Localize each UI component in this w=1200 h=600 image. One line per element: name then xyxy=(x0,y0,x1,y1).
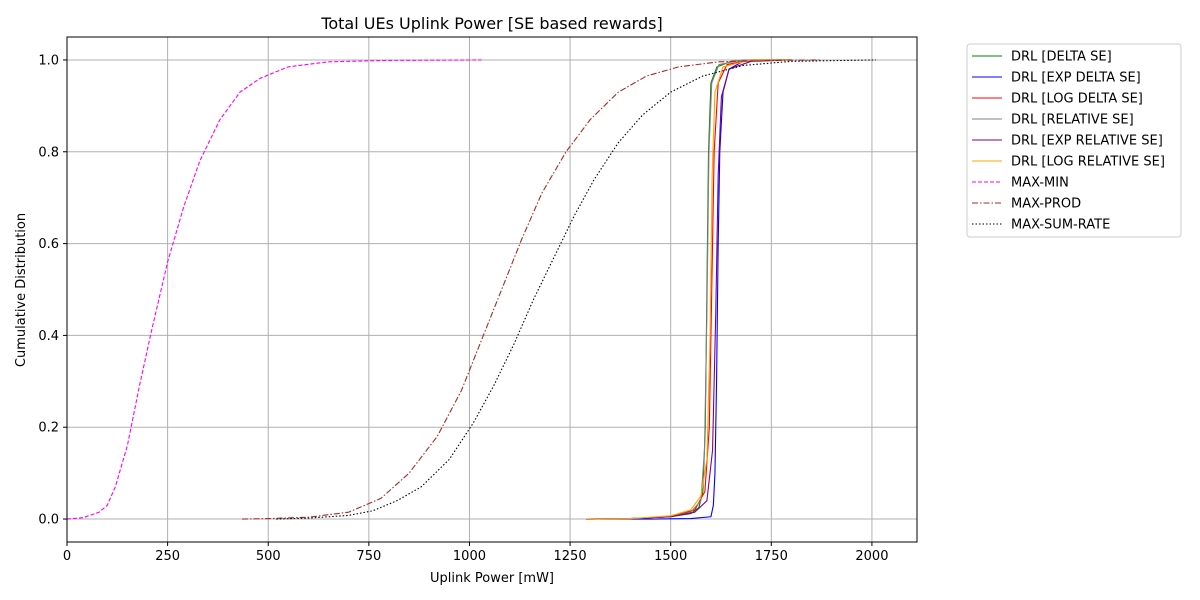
x-tick-label: 750 xyxy=(356,549,381,564)
y-tick-label: 0.0 xyxy=(38,513,59,528)
plot-frame xyxy=(66,36,918,543)
y-tick-label: 0.8 xyxy=(38,145,59,160)
legend-entry: DRL [EXP RELATIVE SE] xyxy=(1011,134,1163,149)
y-tick-label: 1.0 xyxy=(38,53,59,68)
y-tick-label: 0.2 xyxy=(38,421,59,436)
x-tick-label: 0 xyxy=(63,549,71,564)
legend-entry: MAX-MIN xyxy=(1011,176,1069,191)
legend-entry: MAX-PROD xyxy=(1011,197,1081,212)
legend-entry: DRL [RELATIVE SE] xyxy=(1011,113,1134,128)
chart-title: Total UEs Uplink Power [SE based rewards… xyxy=(320,14,662,33)
legend-entry: DRL [LOG DELTA SE] xyxy=(1011,92,1143,107)
y-axis-label: Cumulative Distribution xyxy=(14,213,29,367)
series-layer xyxy=(66,59,876,520)
series-line xyxy=(276,59,876,520)
legend-entry: MAX-SUM-RATE xyxy=(1011,218,1110,233)
series-line xyxy=(66,59,482,520)
legend: DRL [DELTA SE] DRL [EXP DELTA SE] DRL [LOG… xyxy=(966,43,1182,238)
x-tick-label: 1750 xyxy=(755,549,788,564)
x-tick-label: 1250 xyxy=(554,549,587,564)
grid xyxy=(66,37,917,542)
y-tick-label: 0.6 xyxy=(38,237,59,252)
ticks: 0 250 500 750 1000 1250 1500 1750 2000 0.0 0.2 0.4 0… xyxy=(38,53,888,564)
x-tick-label: 1000 xyxy=(453,549,486,564)
x-tick-label: 500 xyxy=(256,549,281,564)
legend-frame xyxy=(966,43,1182,238)
x-tick-label: 1500 xyxy=(654,549,687,564)
legend-entry: DRL [EXP DELTA SE] xyxy=(1011,71,1141,86)
legend-entry: DRL [LOG RELATIVE SE] xyxy=(1011,155,1165,170)
y-tick-label: 0.4 xyxy=(38,329,59,344)
series-line xyxy=(586,59,792,520)
x-axis-label: Uplink Power [mW] xyxy=(430,571,554,586)
x-tick-label: 2000 xyxy=(855,549,888,564)
legend-entry: DRL [DELTA SE] xyxy=(1011,50,1112,65)
series-line xyxy=(242,59,820,520)
x-tick-label: 250 xyxy=(155,549,180,564)
